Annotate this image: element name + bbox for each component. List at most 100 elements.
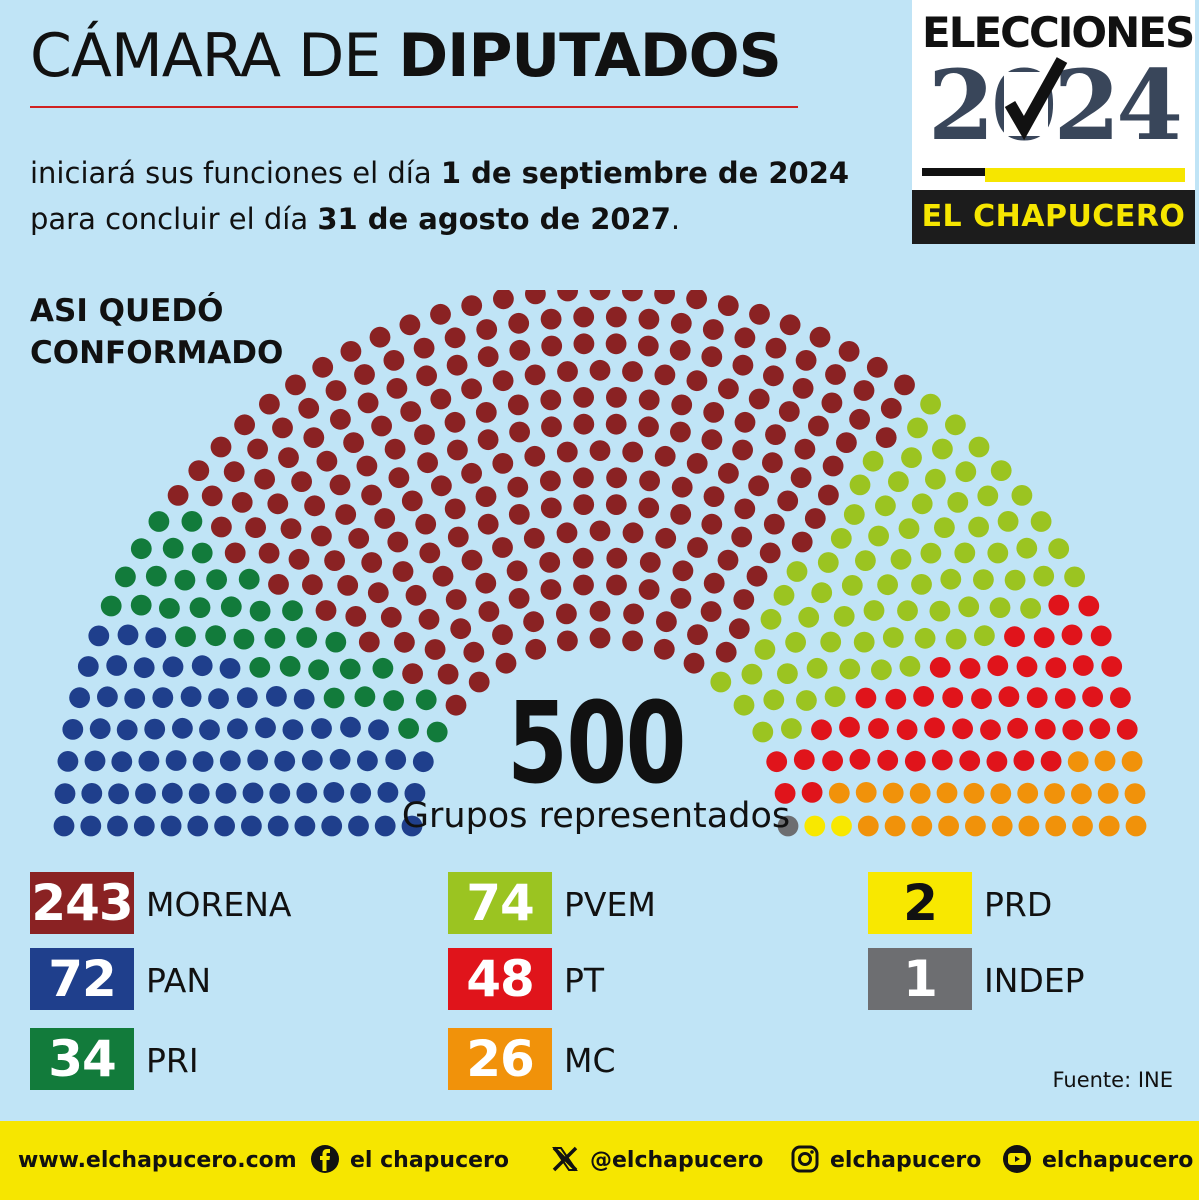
seat-pvem [824, 686, 846, 708]
seat-pt [1089, 718, 1111, 740]
seat-morena [445, 589, 467, 610]
seat-morena [493, 290, 514, 310]
seat-morena [605, 333, 627, 355]
seat-pvem [990, 460, 1012, 481]
seat-mc [1098, 815, 1120, 837]
seat-pan [54, 783, 76, 804]
seat-morena [268, 574, 289, 595]
seat-pvem [1033, 565, 1055, 587]
seat-pvem [796, 690, 817, 711]
seat-morena [524, 445, 546, 467]
seat-morena [573, 574, 594, 596]
seat-morena [330, 408, 351, 430]
seat-pvem [871, 659, 892, 681]
seat-mc [936, 782, 958, 804]
seat-morena [541, 416, 562, 438]
seat-morena [447, 526, 469, 548]
seat-pvem [934, 517, 955, 538]
seat-pan [108, 783, 129, 805]
seat-morena [383, 350, 405, 371]
seat-pvem [945, 628, 967, 650]
seat-pan [350, 782, 372, 804]
seat-morena [670, 504, 692, 525]
seat-morena [508, 312, 530, 334]
footer-youtube-label: elchapucero [1042, 1148, 1194, 1173]
seat-pvem [977, 485, 999, 507]
seat-mc [857, 815, 879, 837]
seat-morena [288, 548, 310, 570]
seat-mc [1044, 783, 1065, 804]
seat-morena [507, 394, 529, 416]
seat-morena [508, 588, 530, 609]
seat-morena [622, 630, 643, 652]
seat-morena [414, 424, 435, 445]
seat-pvem [920, 542, 942, 564]
seat-morena [316, 450, 338, 472]
seat-morena [358, 631, 380, 653]
seat-pan [107, 815, 128, 837]
seat-mc [938, 815, 959, 837]
seat-morena [686, 453, 708, 474]
x-icon [552, 1146, 578, 1172]
seat-morena [670, 312, 692, 334]
seat-morena [388, 467, 410, 489]
seat-morena [345, 606, 367, 627]
footer-facebook-link[interactable]: el chapucero [310, 1121, 509, 1200]
seat-morena [430, 388, 452, 410]
seat-morena [477, 513, 499, 535]
seat-morena [540, 389, 562, 411]
seat-morena [540, 470, 561, 492]
seat-pt [971, 688, 992, 710]
seat-pvem [989, 597, 1011, 618]
seat-morena [622, 441, 644, 463]
footer-website-link[interactable]: www.elchapucero.com [18, 1148, 297, 1173]
seat-morena [343, 432, 364, 453]
seat-morena [267, 493, 289, 515]
footer-x-link[interactable]: @elchapucero [550, 1121, 763, 1200]
seat-morena [348, 528, 370, 549]
source-note: Fuente: INE [1052, 1068, 1173, 1092]
seat-pvem [1048, 538, 1070, 560]
seat-morena [444, 498, 466, 520]
seat-pvem [929, 600, 951, 622]
seat-morena [311, 525, 332, 547]
seat-morena [413, 337, 435, 359]
seat-pan [162, 656, 184, 678]
seat-pan [242, 782, 264, 804]
seat-morena [589, 520, 611, 542]
seat-pvem [945, 414, 966, 436]
seat-pvem [1011, 485, 1033, 506]
seat-pan [199, 719, 220, 741]
seat-morena [557, 361, 578, 382]
seat-morena [605, 413, 627, 435]
seat-pan [188, 783, 210, 804]
seat-morena [790, 467, 812, 489]
seat-morena [731, 526, 753, 548]
seat-morena [417, 452, 438, 474]
total-seats: 500 [507, 679, 686, 809]
footer-instagram-link[interactable]: elchapucero [790, 1121, 981, 1200]
seat-pan [89, 718, 111, 740]
seat-morena [686, 370, 708, 392]
seat-mc [991, 815, 1013, 837]
seat-pri [354, 686, 376, 708]
seat-pri [238, 568, 260, 590]
seat-pvem [914, 627, 936, 649]
seat-pan [161, 782, 183, 804]
subtitle-text-1: iniciará sus funciones el día [30, 156, 441, 190]
logo-stripe [912, 160, 1195, 190]
elecciones-logo: ELECCIONES 2024 EL CHAPUCERO [912, 0, 1195, 244]
seat-pri [308, 659, 329, 681]
seat-pri [249, 600, 271, 622]
seat-morena [589, 290, 611, 301]
footer-youtube-link[interactable]: elchapucero [1002, 1121, 1193, 1200]
seat-pan [165, 750, 187, 771]
seat-morena [329, 474, 351, 496]
seat-pvem [899, 655, 921, 677]
seat-morena [606, 574, 627, 596]
seat-pri [175, 626, 196, 648]
seat-pvem [839, 658, 861, 680]
seat-morena [573, 306, 595, 328]
seat-pan [152, 687, 174, 708]
seat-pt [896, 719, 918, 741]
